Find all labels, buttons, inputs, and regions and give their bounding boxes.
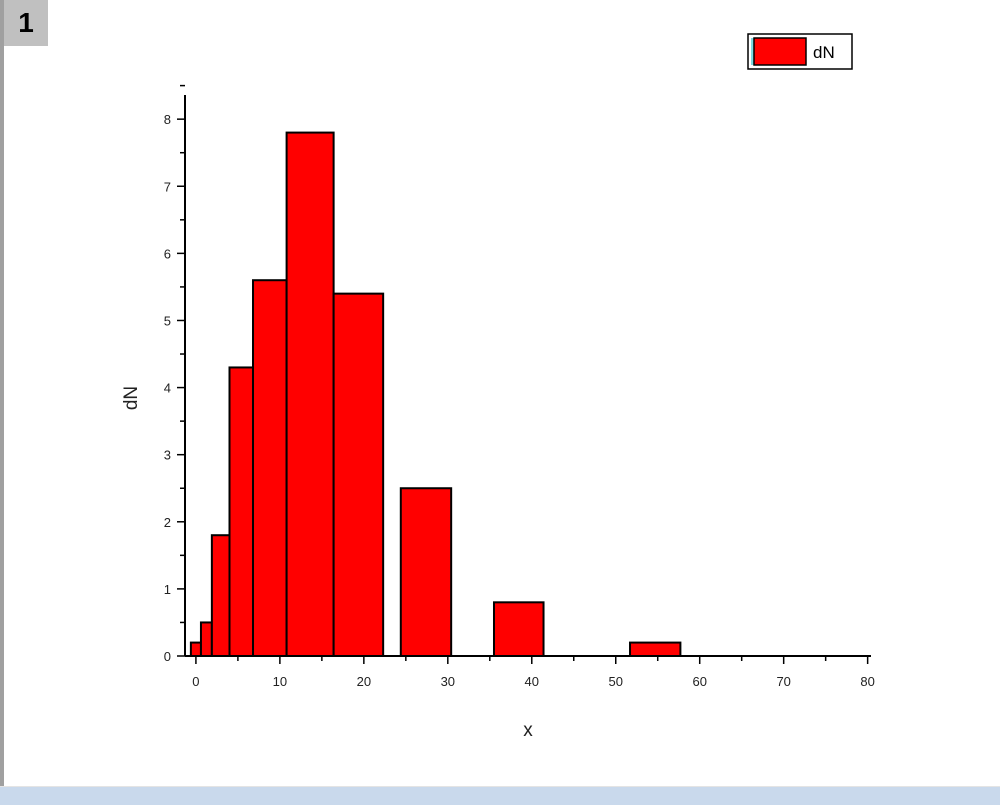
bar-3 <box>228 366 255 657</box>
y-tick-label: 5 <box>164 313 171 328</box>
bar-1 <box>199 621 213 658</box>
y-axis-label: dN <box>121 386 142 410</box>
bar-0 <box>189 641 202 657</box>
bar-9 <box>629 641 682 657</box>
legend: dN <box>747 33 853 70</box>
x-tick-label: 70 <box>776 674 790 689</box>
bar-8 <box>492 601 545 658</box>
y-tick-label: 0 <box>164 649 171 664</box>
y-tick-label: 8 <box>164 112 171 127</box>
x-tick-label: 40 <box>525 674 539 689</box>
bar-7 <box>399 487 453 657</box>
y-tick-label: 2 <box>164 515 171 530</box>
x-tick-label: 20 <box>357 674 371 689</box>
status-bar <box>0 786 1000 805</box>
x-tick-label: 0 <box>192 674 199 689</box>
bar-5 <box>285 131 335 658</box>
x-tick-label: 80 <box>860 674 874 689</box>
bar-6 <box>332 292 385 657</box>
legend-label: dN <box>813 43 835 62</box>
legend-swatch <box>753 37 807 66</box>
window-border <box>0 0 4 790</box>
y-tick-label: 6 <box>164 246 171 261</box>
y-tick-label: 7 <box>164 179 171 194</box>
x-tick-label: 30 <box>441 674 455 689</box>
y-tick-label: 4 <box>164 381 171 396</box>
x-tick-label: 10 <box>273 674 287 689</box>
bar-2 <box>210 534 231 657</box>
x-tick-label: 60 <box>692 674 706 689</box>
y-tick-label: 1 <box>164 582 171 597</box>
bar-4 <box>252 279 288 657</box>
y-tick-label: 3 <box>164 448 171 463</box>
x-axis-label: x <box>523 720 533 741</box>
x-tick-label: 50 <box>609 674 623 689</box>
page-tab[interactable]: 1 <box>4 0 48 46</box>
